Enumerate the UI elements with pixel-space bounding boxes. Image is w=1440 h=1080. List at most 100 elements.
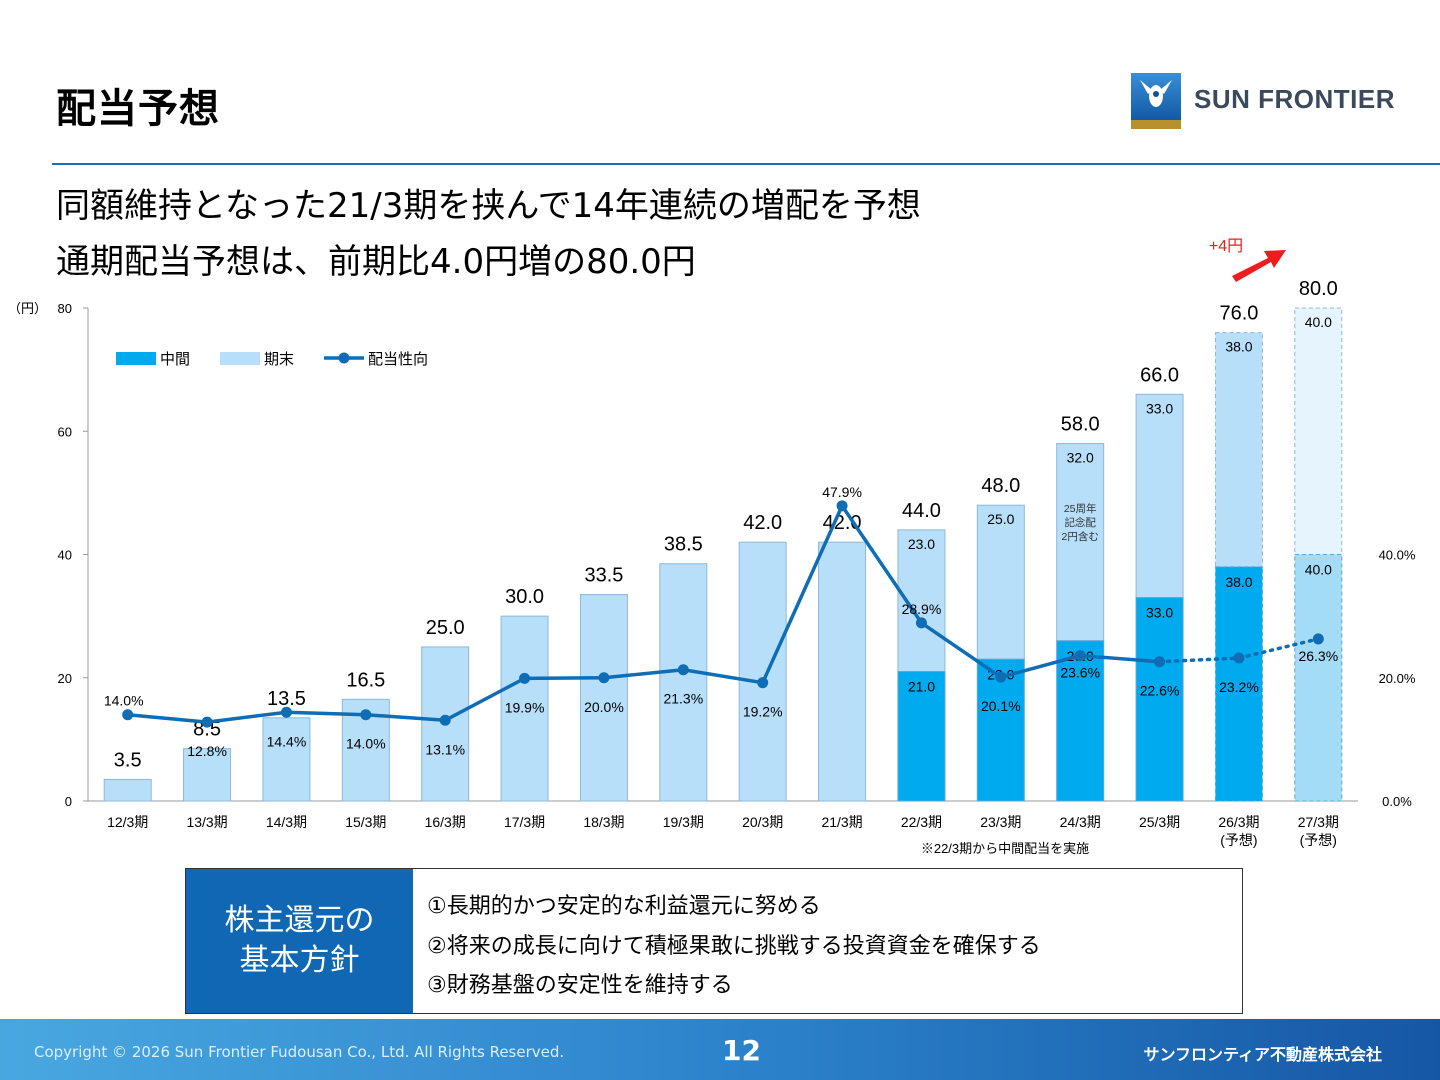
payout-label: 19.9%	[505, 699, 545, 715]
bar-year-end-label: 38.0	[1225, 339, 1252, 355]
company-name: サンフロンティア不動産株式会社	[1143, 1045, 1382, 1064]
x-tick-label: 19/3期	[663, 814, 704, 830]
increase-arrow-icon	[1232, 250, 1286, 282]
legend-marker-payout	[338, 352, 350, 364]
payout-point	[201, 716, 213, 728]
legend-label-interim: 中間	[160, 351, 190, 368]
bar-year-end-label: 33.0	[1146, 400, 1173, 416]
y2-tick-label: 0.0%	[1382, 794, 1412, 809]
shareholder-return-policy: 株主還元の 基本方針 ①長期的かつ安定的な利益還元に努める ②将来の成長に向けて…	[185, 868, 1243, 1014]
x-tick-label: 15/3期	[345, 814, 386, 830]
headline-line-2: 通期配当予想は、前期比4.0円増の80.0円	[56, 242, 696, 282]
bar-total-label: 76.0	[1219, 303, 1258, 325]
company-logo: SUN FRONTIER	[1130, 72, 1395, 132]
dividend-chart: （円） 0 20 40 60 80 0.0% 20.0% 40.0% 3.5 12/3期 8.5 13/…	[8, 238, 1416, 856]
legend-swatch-year-end	[220, 352, 260, 365]
x-tick-label: 20/3期	[742, 814, 783, 830]
chart-footnote: ※22/3期から中間配当を実施	[921, 841, 1089, 856]
page-title: 配当予想	[56, 86, 220, 132]
bar-interim	[897, 671, 946, 802]
bar-total-label: 42.0	[743, 512, 782, 534]
payout-point	[1154, 656, 1166, 668]
bar-year-end	[579, 594, 628, 802]
bar-year-end	[183, 748, 232, 802]
x-tick-label: 25/3期	[1139, 814, 1180, 830]
bar-total-label: 33.5	[584, 565, 623, 587]
footer-bar: Copyright © 2026 Sun Frontier Fudousan C…	[0, 1019, 1440, 1080]
payout-point	[439, 714, 451, 726]
payout-label: 14.0%	[346, 736, 386, 752]
bar-interim	[1294, 554, 1343, 802]
payout-line-actual	[127, 504, 1160, 724]
bar-year-end	[659, 563, 708, 802]
logo-wordmark: SUN FRONTIER	[1194, 84, 1395, 114]
bar-year-end-label: 40.0	[1305, 314, 1332, 330]
payout-point	[519, 672, 531, 684]
bar-total-label: 66.0	[1140, 364, 1179, 386]
commemorative-note: 記念配	[1064, 516, 1096, 529]
x-tick-label: 13/3期	[186, 814, 227, 830]
payout-point	[915, 617, 927, 629]
x-tick-label: 12/3期	[107, 814, 148, 830]
x-tick-label: 24/3期	[1060, 814, 1101, 830]
bar-year-end	[1135, 393, 1184, 599]
bar-year-end-label: 23.0	[908, 536, 935, 552]
bar-total-label: 48.0	[981, 475, 1020, 497]
bar-year-end-label: 32.0	[1067, 450, 1094, 466]
payout-point	[122, 709, 134, 721]
sun-frontier-emblem-icon	[1131, 73, 1181, 129]
payout-label: 14.4%	[267, 733, 307, 749]
payout-label: 23.6%	[1060, 665, 1100, 681]
bar-year-end	[1214, 332, 1263, 568]
y-tick-label: 20	[58, 671, 72, 686]
bar-total-label: 38.5	[664, 534, 703, 556]
payout-label: 20.0%	[584, 699, 624, 715]
bar-year-end	[738, 541, 787, 802]
x-tick-label: (予想)	[1220, 832, 1257, 848]
payout-point	[677, 664, 689, 676]
bar-interim-label: 38.0	[1225, 574, 1252, 590]
payout-point	[280, 706, 292, 718]
y2-tick-label: 20.0%	[1379, 671, 1416, 686]
legend-swatch-interim	[116, 352, 156, 365]
bar-total-label: 30.0	[505, 586, 544, 608]
policy-label: 株主還元の 基本方針	[186, 869, 413, 1013]
commemorative-note: 2円含む	[1062, 530, 1099, 543]
headline-line-1: 同額維持となった21/3期を挟んで14年連続の増配を予想	[56, 186, 921, 226]
legend-label-payout: 配当性向	[368, 351, 428, 368]
bar-interim-label: 40.0	[1305, 562, 1332, 578]
bar-year-end-label: 25.0	[987, 511, 1014, 527]
commemorative-note: 25周年	[1064, 502, 1097, 515]
x-tick-label: 26/3期	[1218, 814, 1259, 830]
payout-label: 22.6%	[1140, 683, 1180, 699]
bar-year-end	[818, 541, 867, 802]
bar-interim	[1056, 640, 1105, 802]
bar-total-label: 58.0	[1061, 414, 1100, 436]
y2-tick-label: 40.0%	[1379, 548, 1416, 563]
payout-label: 19.2%	[743, 704, 783, 720]
policy-item-1: ①長期的かつ安定的な利益還元に努める	[427, 894, 821, 919]
payout-point	[360, 709, 372, 721]
legend-label-year-end: 期末	[264, 351, 294, 368]
bar-interim	[976, 658, 1025, 802]
bar-interim-label: 21.0	[908, 679, 935, 695]
bar-year-end	[1056, 443, 1105, 642]
bar-total-label: 13.5	[267, 688, 306, 710]
bar-total-label: 44.0	[902, 500, 941, 522]
payout-label: 21.3%	[663, 691, 703, 707]
payout-point	[1233, 652, 1245, 664]
x-tick-label: 23/3期	[980, 814, 1021, 830]
bar-year-end	[103, 778, 152, 802]
y-tick-label: 60	[58, 424, 72, 439]
bar-year-end	[976, 504, 1025, 660]
bar-year-end	[500, 615, 549, 802]
payout-point	[1074, 650, 1086, 662]
payout-label: 13.1%	[425, 741, 465, 757]
policy-label-line-1: 株主還元の	[224, 903, 375, 938]
payout-point	[598, 672, 610, 684]
bar-total-label: 80.0	[1299, 278, 1338, 300]
x-tick-label: 21/3期	[821, 814, 862, 830]
payout-point	[836, 500, 848, 512]
bar-total-label: 8.5	[193, 719, 221, 741]
bar-total-label: 3.5	[114, 749, 142, 771]
